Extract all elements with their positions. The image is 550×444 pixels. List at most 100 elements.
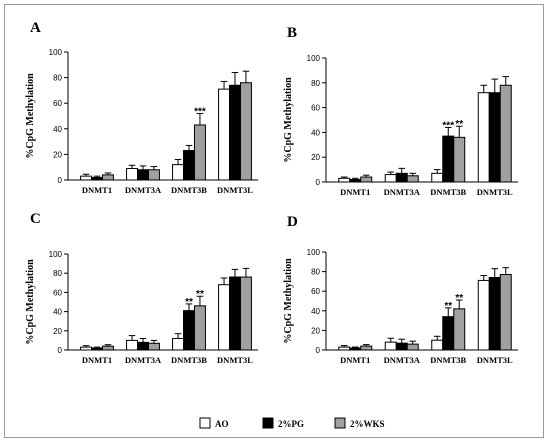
panel-c-category-label: DNMT3B bbox=[171, 355, 207, 365]
panel-d-ytick-label: 60 bbox=[311, 287, 320, 296]
panel-c-significance-mark: ** bbox=[185, 297, 193, 308]
legend-label: 2%WKS bbox=[350, 419, 385, 429]
panel-d-bar-2pg bbox=[395, 342, 408, 351]
panel-b-significance-mark: ** bbox=[455, 119, 463, 130]
panel-c-ytick-label: 100 bbox=[49, 250, 63, 259]
panel-b-bar-ao bbox=[384, 174, 397, 183]
panel-a-bar-2pg bbox=[137, 169, 149, 181]
panel-d-ytick-label: 0 bbox=[316, 346, 321, 355]
panel-c-ytick-label: 0 bbox=[58, 346, 63, 355]
panel-b-bar-2wks bbox=[499, 84, 512, 183]
panel-c-category-label: DNMT1 bbox=[82, 355, 112, 365]
figure-frame bbox=[4, 4, 544, 438]
panel-c-bar-2pg bbox=[183, 310, 195, 351]
panel-c-ytick-label: 60 bbox=[53, 288, 62, 297]
panel-a-bar-2pg bbox=[229, 84, 241, 181]
panel-a-category-label: DNMT3L bbox=[217, 185, 253, 195]
panel-c-bar-2pg bbox=[229, 276, 241, 351]
panel-b-bar-2pg bbox=[395, 172, 408, 183]
panel-d-category-label: DNMT3A bbox=[384, 355, 421, 365]
panel-b-ytick-label: 60 bbox=[311, 104, 320, 113]
panel-b-ytick-label: 20 bbox=[311, 153, 320, 162]
panel-c-letter: C bbox=[30, 211, 41, 227]
panel-a-bar-ao bbox=[80, 175, 93, 181]
panel-c-ytick-label: 80 bbox=[53, 269, 62, 278]
panel-d-bar-2pg bbox=[442, 316, 455, 351]
panel-a-bar-2pg bbox=[91, 176, 103, 181]
panel-c-ytick-label: 40 bbox=[53, 308, 62, 317]
panel-a-bar-2wks bbox=[239, 82, 252, 181]
panel-a-category-label: DNMT1 bbox=[82, 185, 112, 195]
panel-a-category-label: DNMT3B bbox=[171, 185, 207, 195]
panel-d-bar-2pg bbox=[349, 347, 362, 351]
panel-d-bar-2wks bbox=[406, 343, 419, 351]
panel-a-bar-2wks bbox=[193, 124, 206, 181]
panel-b-category-label: DNMT3A bbox=[384, 187, 421, 197]
panel-d-bar-ao bbox=[431, 339, 444, 351]
panel-a-ytick-label: 80 bbox=[53, 74, 62, 83]
panel-c-bar-2pg bbox=[91, 347, 103, 351]
panel-d-bar-ao bbox=[384, 341, 397, 351]
panel-d-category-label: DNMT1 bbox=[340, 355, 370, 365]
panel-a-ytick-label: 60 bbox=[53, 99, 62, 108]
panel-c-bar-2wks bbox=[147, 342, 160, 351]
panel-b-ytick-label: 80 bbox=[311, 79, 320, 88]
panel-b-bar-2pg bbox=[442, 135, 455, 183]
panel-c-bar-2pg bbox=[137, 341, 149, 351]
panel-c-bar-2wks bbox=[239, 276, 252, 351]
panel-a-bar-ao bbox=[126, 167, 139, 181]
panel-b-bar-2pg bbox=[488, 92, 501, 183]
panel-b-bar-2wks bbox=[406, 175, 419, 183]
panel-b-bar-2pg bbox=[349, 179, 362, 183]
panel-d-bar-2wks bbox=[499, 274, 512, 351]
panel-c-category-label: DNMT3A bbox=[125, 355, 162, 365]
panel-c-category-label: DNMT3L bbox=[217, 355, 253, 365]
legend-swatch-2wks bbox=[334, 417, 346, 429]
panel-d-category-label: DNMT3B bbox=[430, 355, 466, 365]
legend-swatch-ao bbox=[199, 417, 211, 429]
panel-b-bar-ao bbox=[338, 177, 351, 183]
panel-a-ytick-label: 40 bbox=[53, 125, 62, 134]
panel-a-letter: A bbox=[30, 20, 41, 36]
panel-d-ytick-label: 100 bbox=[307, 248, 321, 257]
panel-b-letter: B bbox=[287, 25, 297, 41]
panel-c-bar-ao bbox=[172, 337, 185, 351]
panel-c-bar-2wks bbox=[101, 345, 114, 351]
panel-c-bar-ao bbox=[80, 346, 93, 351]
panel-d-ytick-label: 40 bbox=[311, 307, 320, 316]
panel-d-bar-ao bbox=[338, 346, 351, 351]
panel-c-ylabel: %CpG Methylation bbox=[25, 259, 36, 345]
panel-b-ytick-label: 100 bbox=[307, 54, 321, 63]
panel-d-significance-mark: ** bbox=[455, 293, 463, 304]
panel-a-bar-ao bbox=[172, 164, 185, 181]
panel-d-ytick-label: 80 bbox=[311, 268, 320, 277]
panel-d-letter: D bbox=[287, 214, 298, 230]
panel-d-category-label: DNMT3L bbox=[477, 355, 513, 365]
legend-swatch-2pg bbox=[262, 417, 274, 429]
panel-c-significance-mark: ** bbox=[196, 289, 204, 300]
panel-d-significance-mark: ** bbox=[444, 301, 452, 312]
panel-d-ylabel: %CpG Methylation bbox=[283, 258, 294, 344]
panel-c-ytick-label: 20 bbox=[53, 327, 62, 336]
legend-label: 2%PG bbox=[278, 419, 304, 429]
panel-b-bar-ao bbox=[477, 92, 490, 183]
panel-b-ytick-label: 40 bbox=[311, 128, 320, 137]
panel-d-bar-2pg bbox=[488, 276, 501, 351]
panel-b-category-label: DNMT1 bbox=[340, 187, 370, 197]
legend-label: AO bbox=[215, 419, 229, 429]
panel-a-ytick-label: 100 bbox=[49, 48, 63, 57]
panel-b-bar-2wks bbox=[453, 136, 466, 183]
panel-b-significance-mark: *** bbox=[442, 120, 454, 131]
panel-a-ytick-label: 0 bbox=[58, 176, 63, 185]
panel-d-bar-2wks bbox=[453, 308, 466, 351]
panel-b-category-label: DNMT3L bbox=[477, 187, 513, 197]
panel-a-ylabel: %CpG Methylation bbox=[25, 73, 36, 159]
panel-c-bar-ao bbox=[126, 339, 139, 351]
panel-a-bar-2pg bbox=[183, 150, 195, 181]
panel-b-bar-ao bbox=[431, 172, 444, 183]
panel-a-bar-2wks bbox=[101, 174, 114, 181]
panel-b-bar-2wks bbox=[360, 176, 373, 183]
panel-c-bar-ao bbox=[218, 284, 231, 351]
panel-a-category-label: DNMT3A bbox=[125, 185, 162, 195]
